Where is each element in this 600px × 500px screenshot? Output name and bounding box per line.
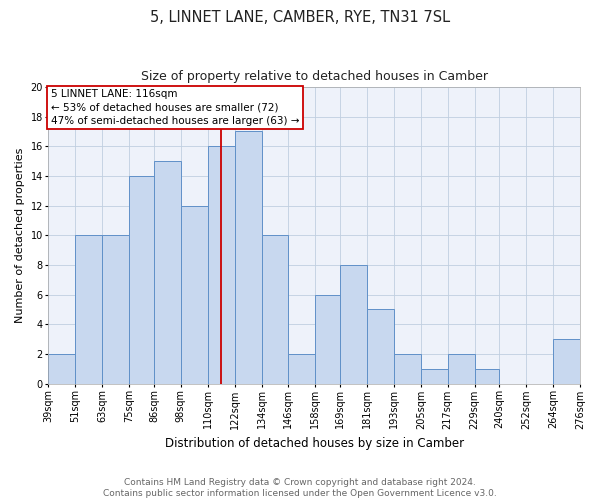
Bar	[316, 294, 340, 384]
Bar	[289, 354, 316, 384]
Text: 5 LINNET LANE: 116sqm
← 53% of detached houses are smaller (72)
47% of semi-deta: 5 LINNET LANE: 116sqm ← 53% of detached …	[51, 89, 299, 126]
Bar	[367, 310, 394, 384]
Bar	[553, 339, 580, 384]
Text: 5, LINNET LANE, CAMBER, RYE, TN31 7SL: 5, LINNET LANE, CAMBER, RYE, TN31 7SL	[150, 10, 450, 25]
Bar	[208, 146, 235, 384]
Bar	[421, 369, 448, 384]
Bar	[103, 236, 129, 384]
Bar	[49, 354, 76, 384]
Bar	[448, 354, 475, 384]
Text: Contains HM Land Registry data © Crown copyright and database right 2024.
Contai: Contains HM Land Registry data © Crown c…	[103, 478, 497, 498]
Bar	[235, 132, 262, 384]
Bar	[475, 369, 499, 384]
Bar	[262, 236, 289, 384]
Bar	[154, 161, 181, 384]
Bar	[394, 354, 421, 384]
Bar	[76, 236, 103, 384]
X-axis label: Distribution of detached houses by size in Camber: Distribution of detached houses by size …	[164, 437, 464, 450]
Bar	[181, 206, 208, 384]
Bar	[129, 176, 154, 384]
Title: Size of property relative to detached houses in Camber: Size of property relative to detached ho…	[141, 70, 488, 83]
Y-axis label: Number of detached properties: Number of detached properties	[15, 148, 25, 323]
Bar	[340, 265, 367, 384]
